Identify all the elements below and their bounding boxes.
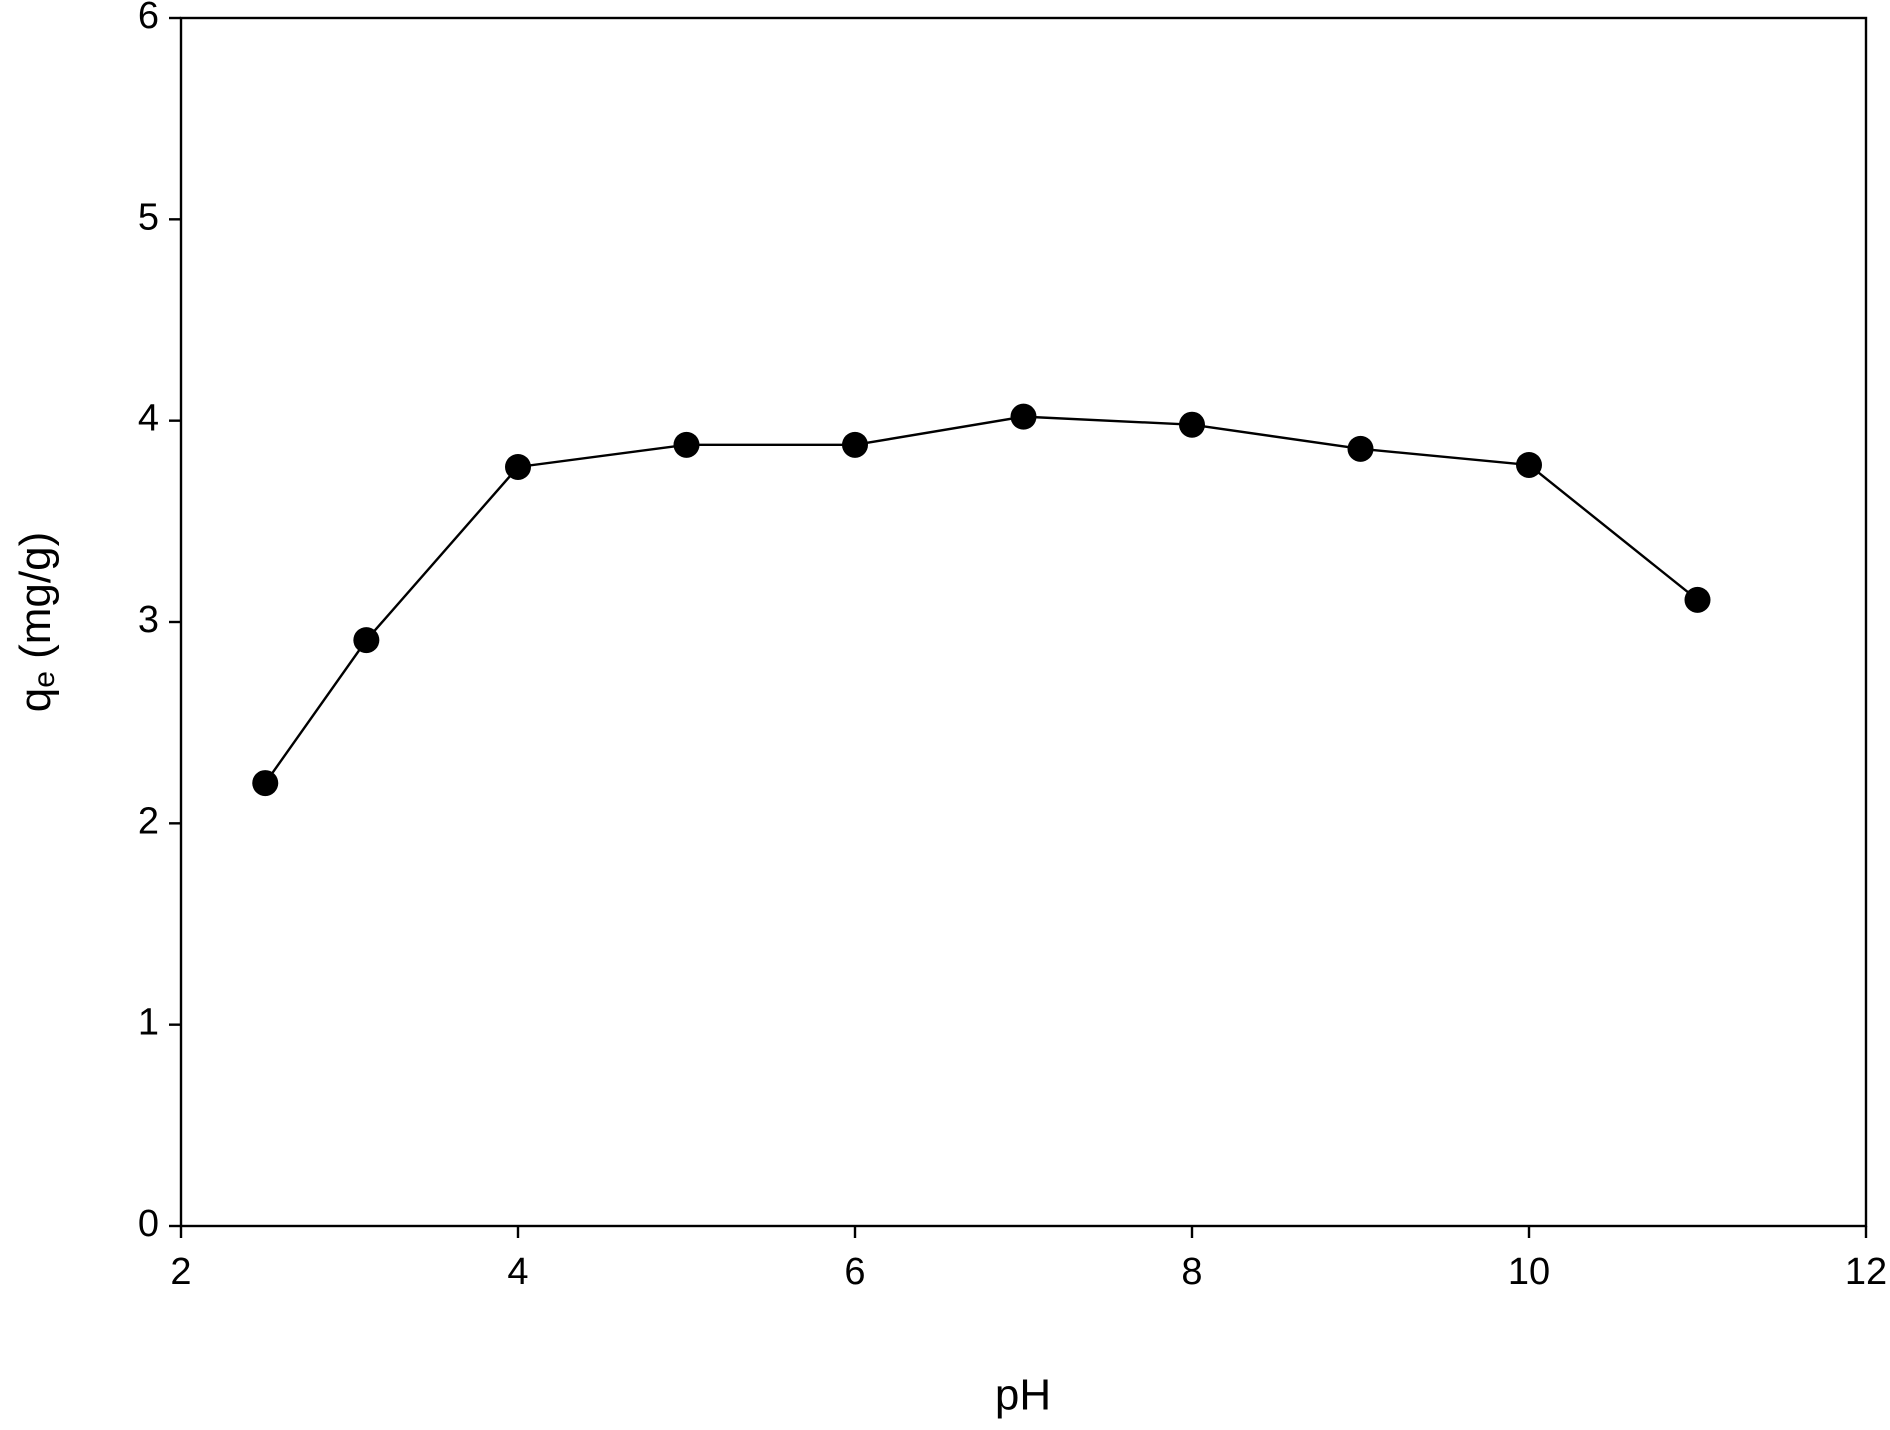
y-tick-label: 6 <box>138 0 159 37</box>
data-point <box>1179 411 1205 438</box>
data-point <box>1684 586 1711 613</box>
y-label-unit: (mg/g) <box>11 532 60 671</box>
data-point <box>353 627 380 654</box>
x-tick-label: 8 <box>1181 1251 1202 1293</box>
y-tick-label: 0 <box>138 1203 159 1245</box>
data-point <box>673 431 700 458</box>
x-axis-label: pH <box>995 1371 1051 1420</box>
y-tick-label: 2 <box>138 800 159 842</box>
data-point <box>1347 435 1374 462</box>
data-point <box>1516 451 1542 478</box>
x-tick-label: 4 <box>507 1251 528 1293</box>
data-point <box>252 770 279 797</box>
y-tick-label: 1 <box>138 1002 159 1044</box>
data-point <box>505 453 531 480</box>
y-axis-label: qe (mg/g) <box>11 532 61 713</box>
series-line <box>264 415 1699 784</box>
y-tick-label: 5 <box>138 196 159 238</box>
data-point <box>842 431 868 458</box>
x-tick-label: 10 <box>1508 1251 1550 1293</box>
y-label-subscript: e <box>28 671 61 688</box>
x-tick-label: 6 <box>844 1251 865 1293</box>
y-tick-label: 3 <box>138 599 159 641</box>
x-tick-label: 12 <box>1845 1251 1887 1293</box>
y-label-main: q <box>11 688 60 712</box>
x-tick-label: 2 <box>170 1251 191 1293</box>
plot-frame <box>179 16 1868 1228</box>
data-point <box>1010 403 1037 430</box>
y-tick-label: 4 <box>138 398 159 440</box>
